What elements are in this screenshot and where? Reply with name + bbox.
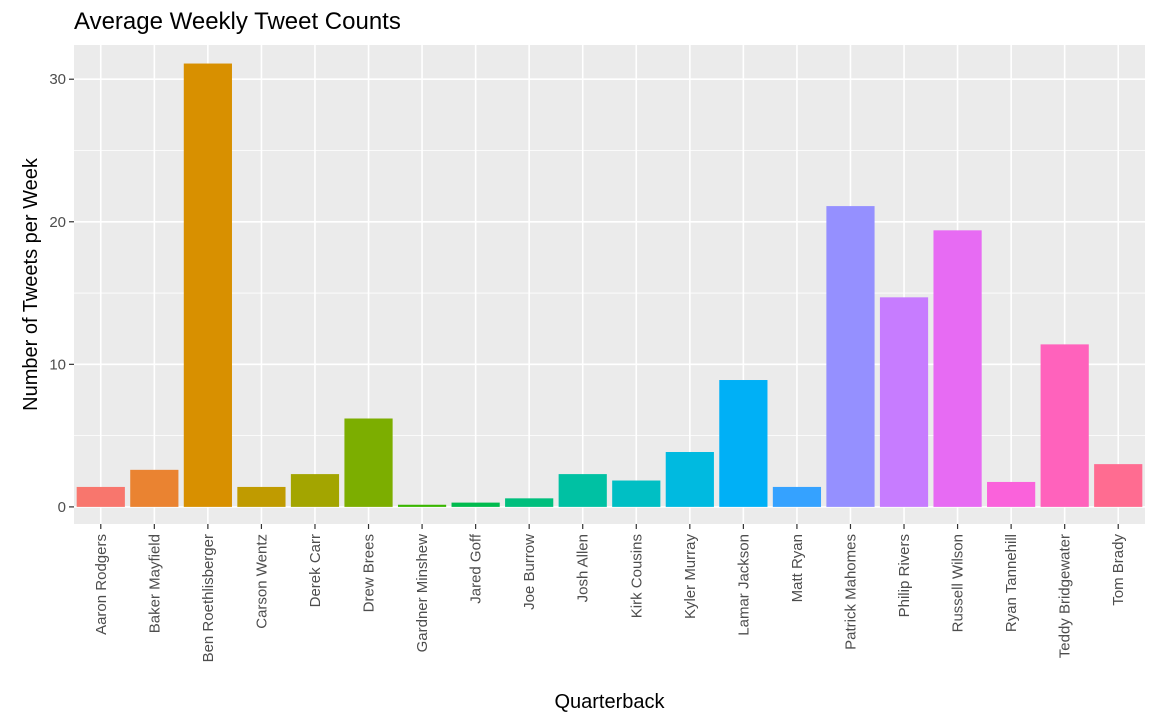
- x-tick-label: Drew Brees: [361, 534, 378, 612]
- x-tick-label: Joe Burrow: [521, 534, 538, 610]
- x-tick-label: Russell Wilson: [950, 534, 967, 632]
- bar: [1040, 344, 1089, 507]
- x-tick-label: Lamar Jackson: [735, 534, 752, 636]
- bar: [1094, 464, 1143, 507]
- bar: [772, 486, 822, 507]
- y-tick-label: 0: [58, 499, 66, 516]
- y-axis: 0 10 20 30: [49, 71, 74, 516]
- bar: [719, 380, 768, 507]
- bar: [987, 481, 1036, 507]
- x-tick-label: Patrick Mahomes: [842, 534, 859, 650]
- bar: [237, 486, 286, 507]
- bars: [76, 63, 1143, 507]
- x-tick-label: Derek Carr: [307, 534, 324, 607]
- bar: [558, 474, 607, 507]
- plot-panel: [74, 45, 1145, 524]
- y-axis-title: Number of Tweets per Week: [20, 157, 42, 411]
- bar: [76, 486, 125, 507]
- x-tick-label: Matt Ryan: [789, 534, 806, 602]
- y-tick-label: 30: [49, 71, 66, 88]
- x-tick-label: Jared Goff: [468, 533, 485, 604]
- x-axis-title: Quarterback: [554, 691, 665, 713]
- bar: [879, 297, 929, 507]
- bar: [612, 480, 661, 507]
- x-tick-label: Aaron Rodgers: [93, 534, 110, 635]
- bar: [933, 230, 982, 507]
- x-tick-label: Baker Mayfield: [146, 534, 163, 633]
- x-tick-label: Teddy Bridgewater: [1057, 534, 1074, 658]
- x-tick-label: Ben Roethlisberger: [200, 534, 217, 662]
- y-tick-label: 10: [49, 356, 66, 373]
- bar: [130, 469, 179, 507]
- bar: [290, 474, 340, 507]
- x-tick-label: Carson Wentz: [253, 534, 270, 629]
- bar: [183, 63, 232, 507]
- x-tick-label: Philip Rivers: [896, 534, 913, 617]
- chart-title: Average Weekly Tweet Counts: [74, 8, 401, 35]
- x-tick-label: Gardner Minshew: [414, 534, 431, 653]
- bar: [665, 452, 714, 507]
- bar: [505, 498, 554, 507]
- bar: [451, 502, 500, 507]
- y-tick-label: 20: [49, 214, 66, 231]
- bar: [344, 418, 393, 507]
- x-tick-label: Kirk Cousins: [628, 534, 645, 618]
- x-axis: Aaron Rodgers Baker Mayfield Ben Roethlisb…: [93, 524, 1127, 662]
- x-tick-label: Kyler Murray: [682, 534, 699, 620]
- x-tick-label: Josh Allen: [575, 534, 592, 602]
- x-tick-label: Ryan Tannehill: [1003, 534, 1020, 632]
- bar: [397, 504, 447, 507]
- x-tick-label: Tom Brady: [1110, 534, 1127, 606]
- bar: [826, 206, 875, 507]
